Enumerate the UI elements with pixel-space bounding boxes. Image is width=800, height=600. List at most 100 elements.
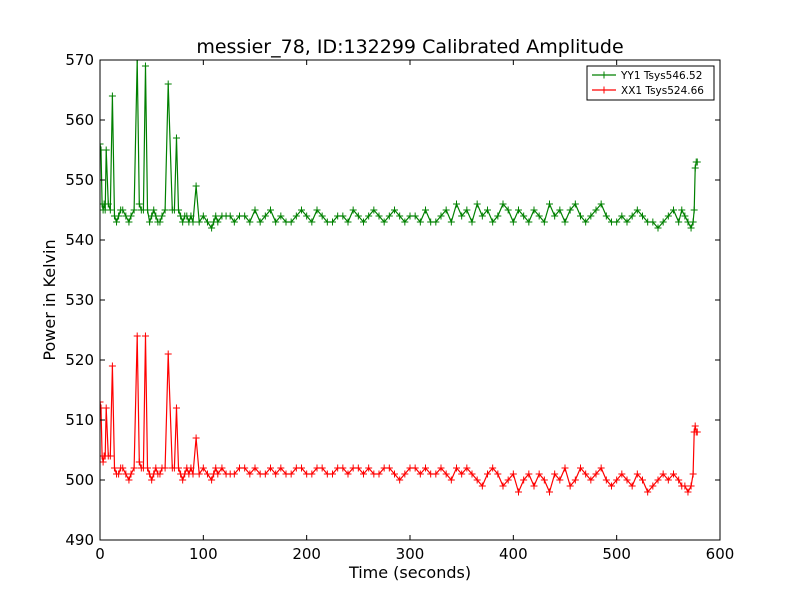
data-point: [478, 212, 486, 220]
data-point: [246, 218, 254, 226]
data-point: [152, 464, 160, 472]
data-point: [649, 482, 657, 490]
data-point: [639, 476, 646, 484]
data-point: [375, 470, 383, 478]
data-point: [272, 470, 280, 478]
legend-label: YY1 Tsys546.52: [620, 70, 702, 82]
data-point: [633, 206, 641, 214]
data-point: [681, 212, 689, 220]
data-point: [525, 470, 533, 478]
data-point: [272, 218, 280, 226]
legend-marker: [600, 71, 608, 79]
data-point: [693, 158, 701, 166]
data-point: [391, 206, 398, 214]
data-point: [684, 488, 692, 496]
data-point: [551, 470, 559, 478]
data-point: [602, 476, 610, 484]
data-point: [664, 212, 672, 220]
data-point: [354, 464, 362, 472]
data-point: [654, 224, 662, 232]
data-point: [442, 470, 450, 478]
data-point: [582, 470, 590, 478]
data-point: [520, 212, 528, 220]
data-point: [691, 422, 699, 430]
data-point: [158, 212, 166, 220]
data-point: [339, 464, 347, 472]
data-point: [530, 482, 538, 490]
data-point: [375, 212, 383, 220]
data-point: [214, 218, 222, 226]
data-point: [484, 206, 491, 214]
x-tick-label: 500: [602, 545, 631, 563]
data-point: [133, 60, 141, 64]
data-point: [370, 206, 378, 214]
data-point: [504, 206, 512, 214]
y-tick-label: 510: [65, 411, 94, 429]
data-point: [566, 206, 574, 214]
data-point: [230, 218, 238, 226]
data-point: [179, 476, 187, 484]
data-point: [540, 476, 548, 484]
data-point: [146, 218, 154, 226]
data-point: [119, 464, 127, 472]
data-point: [597, 464, 605, 472]
data-point: [556, 476, 564, 484]
data-point: [360, 470, 367, 478]
x-tick-label: 300: [396, 545, 425, 563]
x-tick-label: 0: [95, 545, 105, 563]
x-tick-label: 400: [499, 545, 528, 563]
data-point: [287, 470, 295, 478]
data-point: [148, 476, 156, 484]
data-point: [577, 464, 584, 472]
x-tick-label: 100: [189, 545, 218, 563]
data-point: [546, 488, 553, 496]
data-point: [152, 212, 160, 220]
data-point: [520, 476, 528, 484]
data-point: [344, 470, 352, 478]
data-point: [458, 470, 466, 478]
data-point: [687, 482, 695, 490]
data-point: [156, 218, 164, 226]
data-point: [689, 218, 697, 226]
data-point: [577, 212, 584, 220]
data-point: [670, 470, 677, 478]
data-point: [499, 482, 507, 490]
data-point: [633, 470, 641, 478]
data-point: [649, 218, 657, 226]
data-point: [214, 470, 222, 478]
data-point: [535, 212, 543, 220]
data-point: [608, 482, 615, 490]
data-point: [241, 212, 249, 220]
data-point: [530, 206, 538, 214]
data-point: [318, 464, 326, 472]
data-point: [144, 464, 152, 472]
data-point: [208, 224, 216, 232]
data-point: [339, 212, 347, 220]
data-point: [670, 206, 677, 214]
data-point: [689, 470, 697, 478]
data-point: [437, 464, 445, 472]
data-point: [494, 470, 502, 478]
data-point: [303, 212, 311, 220]
data-point: [602, 212, 610, 220]
data-point: [164, 80, 172, 88]
data-point: [437, 212, 445, 220]
data-point: [218, 464, 226, 472]
data-point: [447, 218, 455, 226]
data-point: [133, 332, 141, 340]
x-tick-label: 200: [292, 545, 321, 563]
data-point: [127, 470, 135, 478]
data-point: [267, 464, 274, 472]
data-point: [566, 482, 574, 490]
data-point: [108, 92, 116, 100]
data-point: [664, 476, 672, 484]
data-point: [365, 464, 373, 472]
data-point: [494, 212, 502, 220]
data-point: [618, 470, 626, 478]
data-point: [203, 470, 211, 478]
y-tick-label: 540: [65, 231, 94, 249]
data-point: [571, 476, 579, 484]
y-tick-label: 570: [65, 51, 94, 69]
data-point: [380, 218, 388, 226]
data-point: [318, 212, 326, 220]
